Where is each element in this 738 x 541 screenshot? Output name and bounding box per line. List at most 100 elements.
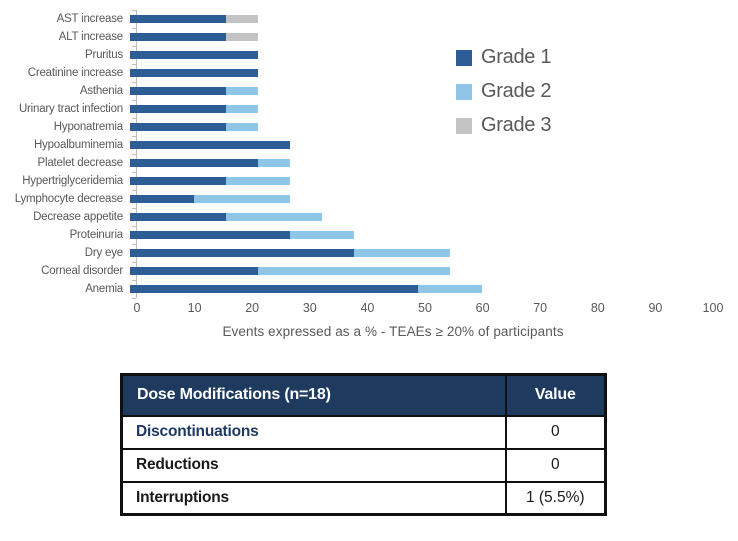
category-label: Hypoalbuminemia — [33, 139, 123, 151]
category-label: Proteinuria — [69, 229, 124, 241]
bar-segment-grade-1 — [130, 141, 291, 149]
bar-row: Asthenia — [0, 82, 738, 100]
bar-segment-grade-1 — [130, 195, 194, 203]
teae-stacked-bar-chart: AST increase ALT increase Pruritus Creatini… — [0, 10, 738, 339]
legend-label: Grade 1 — [481, 46, 552, 68]
bar-segment-grade-1 — [130, 159, 258, 167]
x-tick-label: 90 — [648, 301, 663, 315]
table-row: Interruptions 1 (5.5%) — [120, 480, 607, 516]
bar-segment-grade-3 — [226, 15, 259, 23]
table-header-label: Dose Modifications (n=18) — [120, 373, 507, 417]
bar-segment-grade-1 — [130, 69, 258, 77]
legend: Grade 1 Grade 2 Grade 3 — [456, 46, 552, 136]
x-axis-title: Events expressed as a % - TEAEs ≥ 20% of… — [222, 324, 564, 339]
row-label-discontinuations: Discontinuations — [120, 414, 507, 450]
bar-segment-grade-1 — [130, 177, 227, 185]
x-tick-label: 20 — [245, 301, 260, 315]
bar-row: Proteinuria — [0, 226, 738, 244]
bar-row: Anemia — [0, 280, 738, 298]
bar-track — [130, 159, 706, 167]
bar-rows: AST increase ALT increase Pruritus Creatini… — [0, 10, 738, 299]
bar-segment-grade-2 — [257, 267, 450, 275]
bar-row: Urinary tract infection — [0, 100, 738, 118]
x-tick-label: 80 — [590, 301, 605, 315]
bar-segment-grade-1 — [130, 51, 258, 59]
bar-segment-grade-1 — [130, 87, 227, 95]
x-tick-label: 60 — [475, 301, 490, 315]
category-label: Decrease appetite — [33, 211, 123, 223]
category-label: Platelet decrease — [37, 157, 124, 169]
bar-track — [130, 231, 706, 239]
bar-segment-grade-1 — [130, 249, 355, 257]
bar-segment-grade-2 — [226, 87, 259, 95]
bar-segment-grade-2 — [257, 159, 291, 167]
x-tick-label: 40 — [360, 301, 375, 315]
x-tick-label: 50 — [418, 301, 432, 315]
bar-segment-grade-1 — [130, 267, 258, 275]
bar-row: Hyponatremia — [0, 118, 738, 136]
bar-track — [130, 267, 706, 275]
bar-track — [130, 285, 706, 293]
bar-segment-grade-2 — [226, 213, 323, 221]
bar-track — [130, 213, 706, 221]
legend-item-grade-3: Grade 3 — [456, 114, 552, 136]
bar-segment-grade-2 — [290, 231, 355, 239]
bar-track — [130, 15, 706, 23]
bar-row: ALT increase — [0, 28, 738, 46]
x-tick-label: 10 — [187, 301, 202, 315]
category-label: Corneal disorder — [41, 265, 123, 277]
category-axis-ticks — [132, 10, 136, 299]
category-label: Pruritus — [84, 49, 123, 61]
bar-segment-grade-2 — [418, 285, 482, 293]
row-label-reductions: Reductions — [120, 447, 507, 483]
category-label: Creatinine increase — [27, 67, 123, 79]
x-tick-label: 0 — [133, 301, 141, 315]
bar-row: Pruritus — [0, 46, 738, 64]
bar-segment-grade-1 — [130, 231, 291, 239]
bar-track — [130, 195, 706, 203]
legend-item-grade-2: Grade 2 — [456, 80, 552, 102]
x-tick-label: 30 — [302, 301, 317, 315]
dose-modifications-table: Dose Modifications (n=18) Value Disconti… — [120, 373, 607, 516]
bar-row: Dry eye — [0, 244, 738, 262]
category-label: Urinary tract infection — [18, 103, 123, 115]
bar-track — [130, 69, 706, 77]
table-header-row: Dose Modifications (n=18) Value — [120, 373, 607, 417]
bar-track — [130, 177, 706, 185]
category-label: Dry eye — [84, 247, 123, 259]
category-label: Hypertriglyceridemia — [22, 175, 123, 187]
bar-row: Creatinine increase — [0, 64, 738, 82]
category-axis-line — [136, 10, 137, 298]
bar-track — [130, 249, 706, 257]
legend-swatch-icon — [456, 117, 472, 134]
bar-segment-grade-1 — [130, 213, 227, 221]
category-label: Lymphocyte decrease — [14, 193, 123, 205]
bar-segment-grade-1 — [130, 15, 227, 23]
bar-segment-grade-2 — [354, 249, 451, 257]
table-header-value: Value — [504, 373, 607, 417]
row-value-discontinuations: 0 — [504, 414, 607, 450]
category-label: Hyponatremia — [53, 121, 123, 133]
bar-segment-grade-1 — [130, 105, 227, 113]
bar-segment-grade-2 — [226, 105, 259, 113]
bar-track — [130, 105, 706, 113]
row-label-interruptions: Interruptions — [120, 480, 507, 516]
bar-row: Hypertriglyceridemia — [0, 172, 738, 190]
category-label: AST increase — [56, 13, 124, 25]
legend-label: Grade 3 — [481, 114, 552, 136]
row-value-reductions: 0 — [504, 447, 607, 483]
category-label: Asthenia — [79, 85, 123, 97]
legend-swatch-icon — [456, 83, 472, 100]
legend-label: Grade 2 — [481, 80, 552, 102]
bar-track — [130, 51, 706, 59]
bar-segment-grade-1 — [130, 123, 227, 131]
bar-track — [130, 141, 706, 149]
table-row: Discontinuations 0 — [120, 414, 607, 450]
bar-segment-grade-2 — [226, 123, 259, 131]
bar-track — [130, 87, 706, 95]
bar-segment-grade-3 — [226, 33, 259, 41]
bar-segment-grade-2 — [226, 177, 291, 185]
bar-segment-grade-2 — [193, 195, 291, 203]
bar-row: Decrease appetite — [0, 208, 738, 226]
